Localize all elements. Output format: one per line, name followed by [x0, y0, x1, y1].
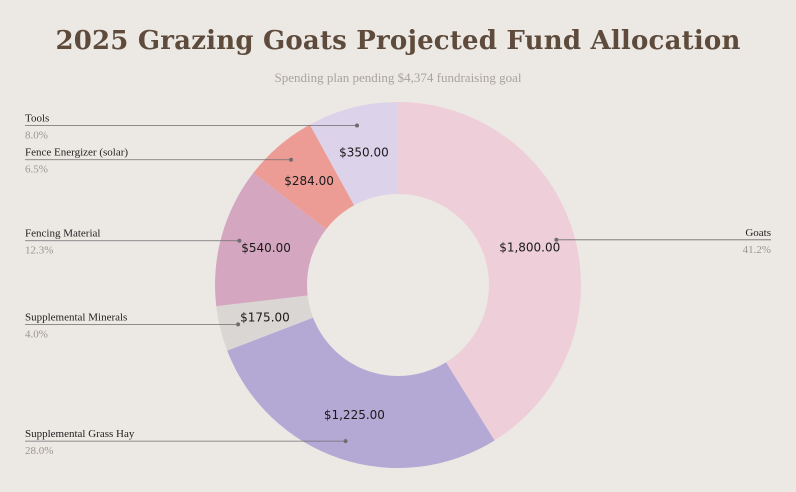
slice-5 — [309, 102, 398, 206]
slice-0 — [398, 102, 581, 441]
value-label-1: $1,225.00 — [324, 408, 385, 422]
slice-name-label-4: Fence Energizer (solar) — [25, 147, 128, 159]
leader-dot-3 — [237, 238, 242, 243]
slice-1 — [227, 317, 495, 468]
slice-percent-label-3: 12.3% — [25, 245, 53, 257]
leader-dot-4 — [289, 157, 294, 162]
leader-dot-2 — [236, 322, 241, 327]
leader-dot-5 — [355, 123, 360, 128]
value-label-0: $1,800.00 — [499, 240, 560, 254]
slice-name-label-0: Goats — [745, 227, 771, 239]
slice-name-label-3: Fencing Material — [25, 228, 100, 240]
slice-percent-label-5: 8.0% — [25, 129, 48, 141]
value-label-2: $175.00 — [240, 311, 290, 325]
slice-name-label-1: Supplemental Grass Hay — [25, 428, 135, 440]
chart-title: 2025 Grazing Goats Projected Fund Alloca… — [55, 26, 741, 56]
leader-dot-0 — [554, 237, 559, 242]
value-label-4: $284.00 — [284, 174, 334, 188]
slice-percent-label-0: 41.2% — [743, 244, 771, 256]
value-label-3: $540.00 — [241, 241, 291, 255]
value-label-5: $350.00 — [339, 145, 389, 159]
chart-subtitle: Spending plan pending $4,374 fundraising… — [274, 70, 522, 85]
slice-4 — [253, 124, 355, 230]
slice-percent-label-1: 28.0% — [25, 445, 53, 457]
leader-dot-1 — [343, 439, 348, 444]
slice-percent-label-4: 6.5% — [25, 164, 48, 176]
slice-3 — [214, 172, 327, 307]
slice-2 — [216, 295, 314, 351]
slice-name-label-2: Supplemental Minerals — [25, 311, 127, 323]
slice-percent-label-2: 4.0% — [25, 328, 48, 340]
slice-name-label-5: Tools — [25, 112, 49, 124]
